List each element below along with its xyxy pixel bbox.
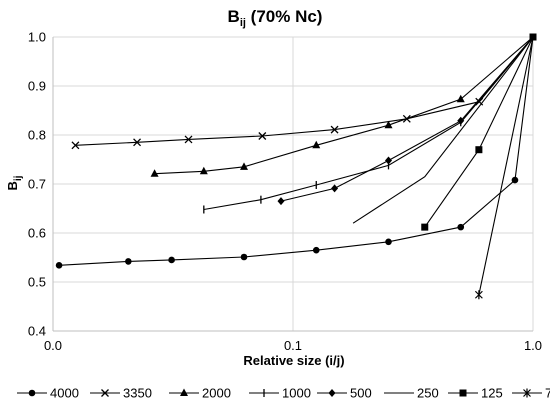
data-point — [125, 258, 132, 265]
data-point — [384, 120, 393, 129]
data-point — [475, 146, 483, 154]
y-tick-label: 0.9 — [28, 79, 46, 94]
legend-item-75: 75 — [512, 386, 550, 401]
grid-lines — [53, 36, 534, 331]
legend: 4000 3350 2000 1000 500 250 125 75 — [17, 386, 550, 401]
legend-label: 125 — [481, 386, 503, 401]
legend-item-3350: 3350 — [90, 386, 152, 401]
series-4000 — [55, 36, 534, 269]
data-point — [421, 223, 429, 231]
data-point — [312, 246, 320, 254]
x-axis-title: Relative size (i/j) — [243, 353, 344, 368]
chart-title: Bij (70% Nc) — [228, 7, 323, 29]
data-point — [331, 184, 339, 193]
legend-item-1000: 1000 — [249, 386, 311, 401]
legend-label: 500 — [350, 386, 372, 401]
data-point — [459, 389, 467, 397]
data-point — [385, 238, 392, 246]
data-point — [511, 176, 519, 184]
y-tick-label: 0.6 — [28, 226, 46, 241]
legend-label: 1000 — [282, 386, 311, 401]
y-tick-label: 0.5 — [28, 275, 46, 290]
data-point — [180, 388, 188, 396]
y-tick-label: 0.4 — [28, 324, 46, 339]
axes — [52, 37, 533, 332]
x-tick-label: 0.1 — [284, 338, 302, 353]
data-point — [277, 197, 285, 206]
data-point — [240, 253, 248, 261]
data-point — [523, 388, 531, 398]
tick-labels: 0.4 0.5 0.6 0.7 0.8 0.9 1.0 0.0 0.1 1.0 — [28, 30, 542, 354]
data-point — [71, 141, 80, 150]
series-layer — [55, 33, 537, 300]
series-2000 — [150, 36, 534, 177]
legend-item-2000: 2000 — [169, 386, 231, 401]
y-tick-label: 1.0 — [28, 30, 46, 45]
series-3350 — [71, 36, 534, 150]
data-point — [258, 132, 267, 140]
y-tick-label: 0.8 — [28, 128, 46, 143]
legend-label: 250 — [417, 386, 439, 401]
data-point — [456, 94, 465, 103]
data-point — [199, 166, 208, 175]
data-point — [184, 135, 193, 144]
data-point — [150, 169, 159, 177]
data-point — [55, 262, 63, 269]
legend-item-4000: 4000 — [17, 386, 79, 401]
data-point — [28, 389, 36, 397]
data-point — [240, 162, 249, 170]
series-250 — [352, 36, 534, 224]
data-point — [168, 256, 175, 264]
data-point — [385, 156, 393, 165]
legend-label: 75 — [545, 386, 550, 401]
data-point — [457, 223, 465, 231]
data-point — [101, 389, 109, 397]
x-tick-label: 0.0 — [44, 338, 62, 353]
data-point — [133, 138, 142, 147]
y-tick-label: 0.7 — [28, 177, 46, 192]
series-line — [352, 36, 534, 224]
data-point — [330, 125, 339, 134]
legend-item-500: 500 — [317, 386, 372, 401]
series-75 — [474, 36, 534, 300]
series-500 — [277, 36, 534, 206]
legend-item-125: 125 — [448, 386, 503, 401]
data-point — [474, 290, 483, 300]
y-axis-title: Bij — [5, 175, 24, 190]
data-point — [328, 389, 336, 397]
x-tick-label: 1.0 — [524, 338, 542, 353]
legend-label: 3350 — [123, 386, 152, 401]
series-line — [203, 36, 534, 211]
legend-label: 2000 — [202, 386, 231, 401]
series-line — [478, 36, 534, 295]
legend-item-250: 250 — [384, 386, 439, 401]
data-point — [312, 140, 321, 149]
series-line — [75, 36, 534, 146]
legend-label: 4000 — [50, 386, 79, 401]
data-point — [457, 116, 465, 125]
